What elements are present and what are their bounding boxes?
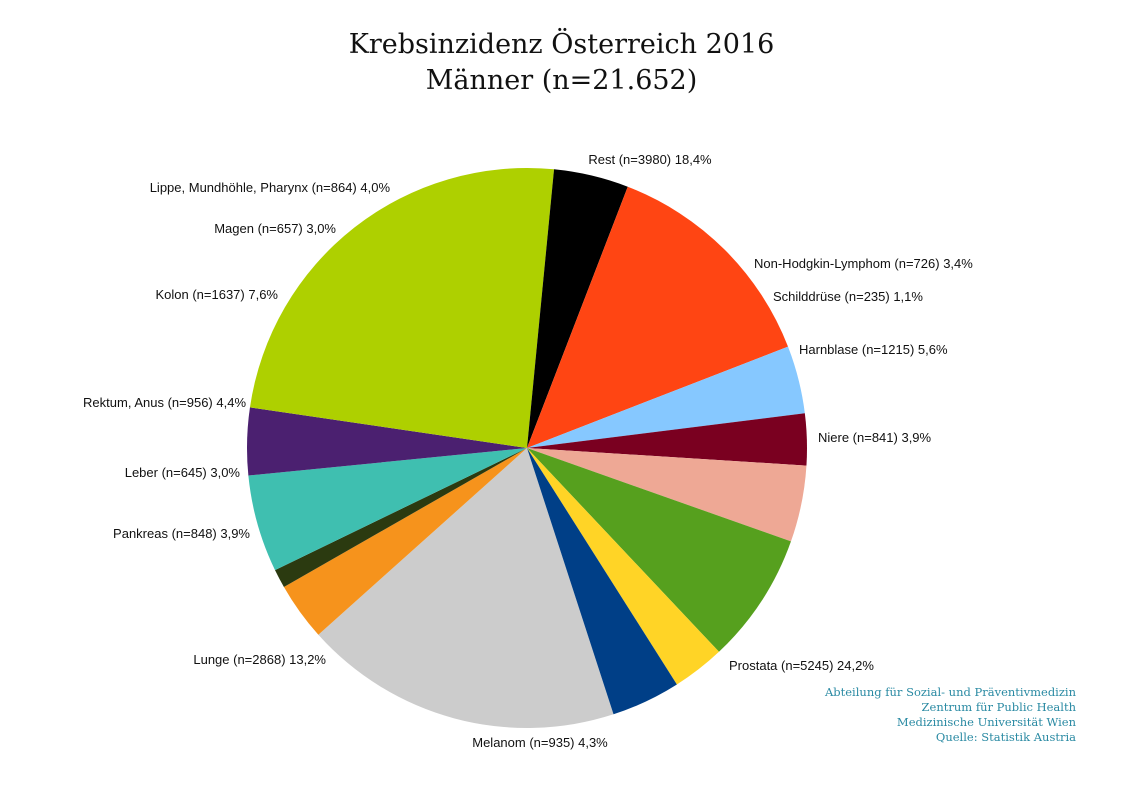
slice-label: Rest (n=3980) 18,4% — [588, 152, 712, 167]
pie-slice-melanom — [527, 169, 628, 448]
slice-label: Kolon (n=1637) 7,6% — [155, 287, 278, 302]
pie-slice-leber — [527, 413, 808, 466]
slice-label: Magen (n=657) 3,0% — [214, 221, 336, 236]
slice-label: Non-Hodgkin-Lymphom (n=726) 3,4% — [754, 256, 973, 271]
pie-slice-non-hodgkin-lymphom — [283, 448, 527, 635]
chart-subtitle: Männer (n=21.652) — [425, 65, 698, 96]
pie-slice-lunge — [527, 186, 789, 448]
pie-slice-harnblase — [248, 448, 528, 571]
credit-line-department: Abteilung für Sozial- und Präventivmediz… — [824, 685, 1076, 699]
pie-slice-niere — [247, 407, 527, 476]
slice-label: Pankreas (n=848) 3,9% — [113, 526, 250, 541]
credits-block: Abteilung für Sozial- und Präventivmediz… — [825, 685, 1076, 745]
slice-label: Prostata (n=5245) 24,2% — [729, 658, 874, 673]
slice-label: Lippe, Mundhöhle, Pharynx (n=864) 4,0% — [150, 180, 391, 195]
pie-slices — [247, 168, 808, 729]
pie-slice-lippe-mundhöhle-pharynx — [527, 448, 677, 715]
slice-label: Leber (n=645) 3,0% — [125, 465, 241, 480]
credit-line-source: Quelle: Statistik Austria — [935, 730, 1076, 744]
pie-labels: Rest (n=3980) 18,4% Non-Hodgkin-Lymphom (… — [83, 152, 973, 750]
pie-slice-rest — [318, 448, 614, 729]
slice-label: Melanom (n=935) 4,3% — [472, 735, 608, 750]
slice-label: Niere (n=841) 3,9% — [818, 430, 932, 445]
pie-slice-kolon — [527, 448, 791, 652]
credit-line-university: Medizinische Universität Wien — [896, 715, 1076, 729]
pie-slice-prostata — [249, 168, 555, 448]
slice-label: Schilddrüse (n=235) 1,1% — [773, 289, 923, 304]
slice-label: Lunge (n=2868) 13,2% — [193, 652, 326, 667]
slice-label: Harnblase (n=1215) 5,6% — [799, 342, 948, 357]
chart-title: Krebsinzidenz Österreich 2016 — [348, 29, 775, 60]
pie-slice-pankreas — [527, 346, 805, 448]
pie-slice-schilddrüse — [275, 448, 527, 587]
pie-slice-rektum-anus — [527, 448, 807, 542]
slice-label: Rektum, Anus (n=956) 4,4% — [83, 395, 246, 410]
credit-line-center: Zentrum für Public Health — [921, 700, 1076, 714]
pie-slice-magen — [527, 448, 719, 685]
